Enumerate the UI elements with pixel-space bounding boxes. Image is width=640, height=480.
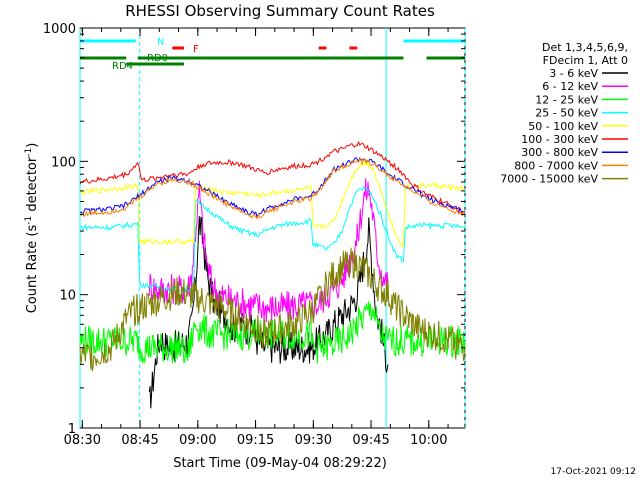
- x-tick-label: 08:30: [64, 433, 101, 448]
- legend-entry-label: 3 - 6 keV: [549, 67, 598, 80]
- x-tick-label: 09:30: [295, 433, 332, 448]
- generation-timestamp: 17-Oct-2021 09:12: [551, 467, 636, 477]
- ylabel-part-1: Count Rate (s: [25, 225, 40, 314]
- y-axis-title: Count Rate (s-1 detector-1): [24, 143, 40, 314]
- series-line-0: [148, 216, 389, 409]
- series-line-3: [79, 185, 466, 294]
- ylabel-part-2: detector: [25, 156, 40, 216]
- axis-layer: 1 10 100 1000 08:30 08:45 09:00 09:15 09:30 09:45…: [43, 22, 465, 448]
- legend-entry-label: 12 - 25 keV: [535, 93, 598, 106]
- series-line-2: [79, 301, 466, 364]
- series-line-8: [79, 247, 466, 372]
- legend-entry-label: 300 - 800 keV: [521, 146, 598, 159]
- y-axis-label: Count Rate (s-1 detector-1): [24, 143, 40, 314]
- chart-title: RHESSI Observing Summary Count Rates: [125, 2, 435, 20]
- legend-entry-label: 6 - 12 keV: [542, 80, 598, 93]
- y-tick-label: 10: [59, 289, 76, 304]
- x-tick-label: 08:45: [121, 433, 158, 448]
- legend-entry-label: 7000 - 15000 keV: [500, 173, 598, 186]
- ylabel-part-3: ): [25, 143, 40, 148]
- series-line-7: [79, 158, 466, 220]
- flare-label: F: [193, 44, 199, 55]
- night-label: N: [157, 37, 164, 48]
- legend-entry-label: 800 - 7000 keV: [514, 159, 598, 172]
- series-layer: [79, 140, 466, 409]
- series-line-5: [79, 140, 466, 215]
- legend-header-2: FDecim 1, Att 0: [543, 54, 628, 67]
- legend-entry-label: 50 - 100 keV: [528, 120, 598, 133]
- legend-header-1: Det 1,3,4,5,6,9,: [542, 41, 628, 54]
- series-line-4: [79, 159, 466, 249]
- ylabel-sup-2: -1: [24, 148, 34, 157]
- series-line-6: [79, 157, 466, 219]
- rd4-label: RD4: [112, 61, 133, 72]
- x-axis-label: Start Time (09-May-04 08:29:22): [173, 456, 387, 471]
- y-tick-label: 1000: [43, 22, 76, 37]
- ylabel-sup-1: -1: [24, 216, 34, 225]
- legend-entry-label: 25 - 50 keV: [535, 107, 598, 120]
- x-tick-label: 10:00: [410, 433, 447, 448]
- legend-entry-label: 100 - 300 keV: [521, 133, 598, 146]
- y-tick-label: 1: [68, 422, 76, 437]
- y-tick-label: 100: [51, 155, 76, 170]
- legend: Det 1,3,4,5,6,9, FDecim 1, Att 0 3 - 6 k…: [500, 41, 628, 186]
- x-tick-label: 09:45: [352, 433, 389, 448]
- x-tick-label: 09:00: [179, 433, 216, 448]
- x-tick-label: 09:15: [237, 433, 274, 448]
